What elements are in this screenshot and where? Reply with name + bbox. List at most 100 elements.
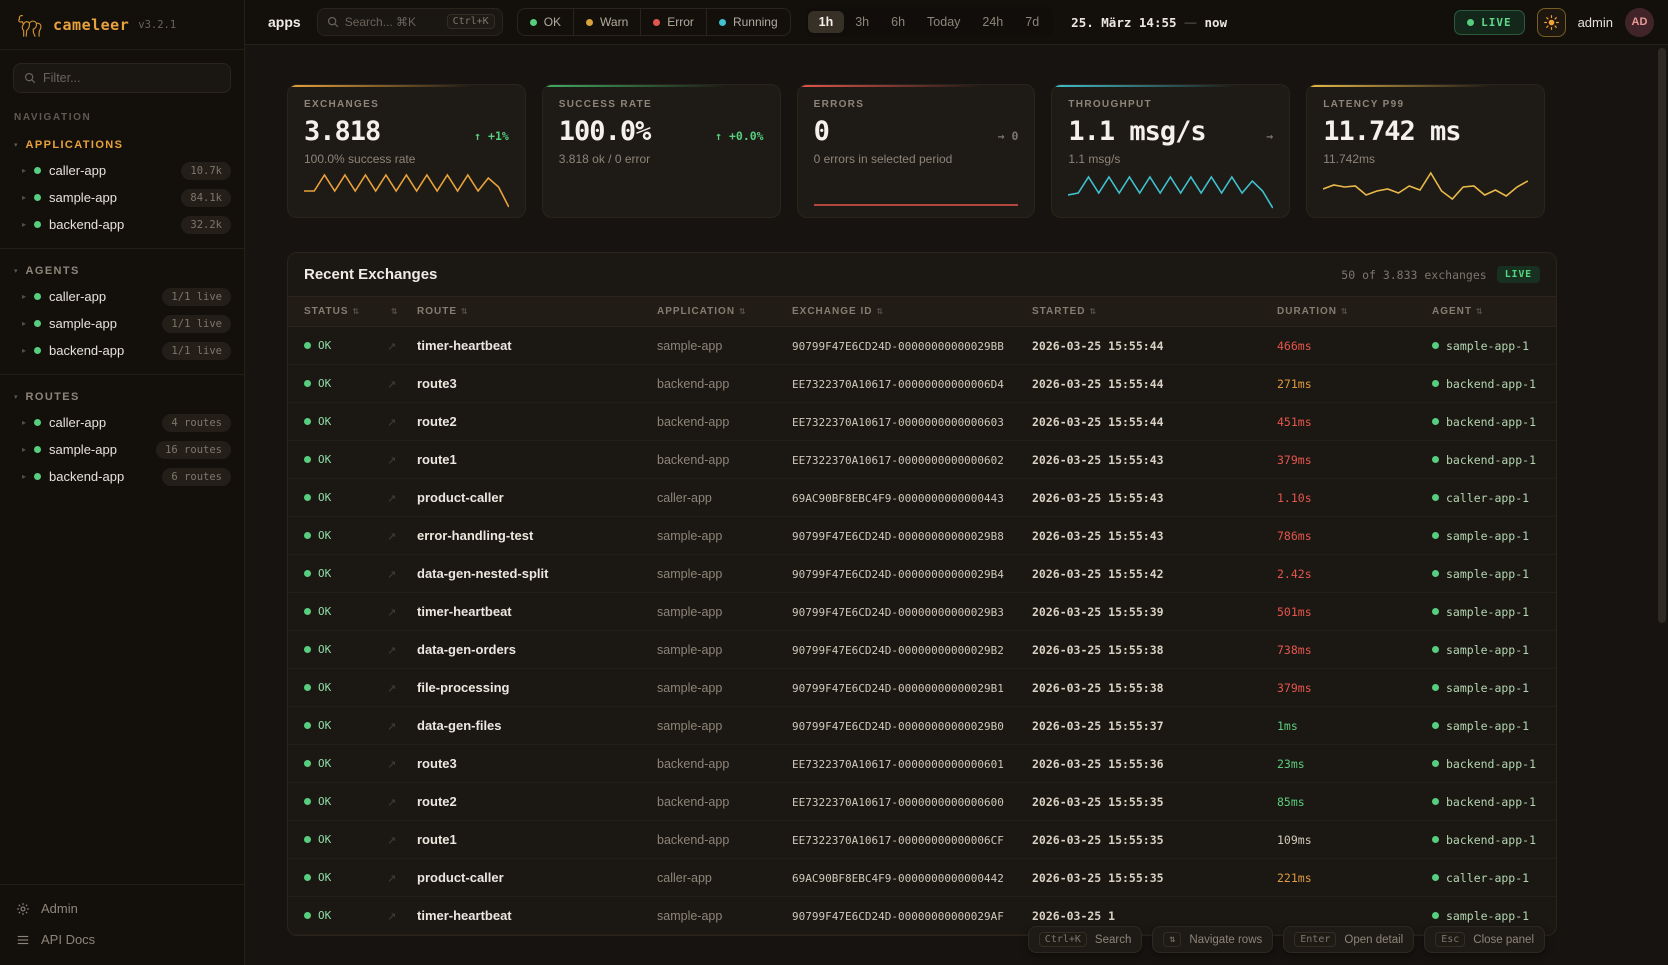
column-header-application[interactable]: APPLICATION ⇅ <box>653 296 788 327</box>
theme-toggle-button[interactable] <box>1536 7 1566 37</box>
sort-icon: ⇅ <box>352 307 361 316</box>
status-dot <box>34 347 42 354</box>
sidebar-item-caller-app[interactable]: ▸ caller-app 4 routes <box>0 409 244 436</box>
nav-section: ▾ APPLICATIONS ▸ caller-app 10.7k ▸ samp… <box>0 133 244 238</box>
status-dot <box>304 836 311 843</box>
hint-navigate-rows: ⇅ Navigate rows <box>1152 926 1274 953</box>
sidebar-item-sample-app[interactable]: ▸ sample-app 16 routes <box>0 436 244 463</box>
status-filter-warn[interactable]: Warn <box>573 9 640 35</box>
table-row[interactable]: OK ↗ product-caller caller-app 69AC90BF8… <box>288 858 1556 897</box>
status-dot <box>304 912 311 919</box>
sort-icon: ⇅ <box>1089 307 1098 316</box>
agent-status-dot <box>1432 798 1439 805</box>
status-filter-label: Error <box>667 15 694 29</box>
table-row[interactable]: OK ↗ route2 backend-app EE7322370A10617-… <box>288 402 1556 441</box>
open-arrow-icon: ↗ <box>387 416 397 429</box>
scrollbar[interactable] <box>1658 46 1666 965</box>
table-row[interactable]: OK ↗ timer-heartbeat sample-app 90799F47… <box>288 592 1556 631</box>
global-search[interactable]: Ctrl+K <box>316 8 503 36</box>
sidebar-item-backend-app[interactable]: ▸ backend-app 6 routes <box>0 463 244 490</box>
column-header-route[interactable]: ROUTE ⇅ <box>413 296 653 327</box>
table-row[interactable]: OK ↗ route1 backend-app EE7322370A10617-… <box>288 440 1556 479</box>
column-header-started[interactable]: STARTED ⇅ <box>1028 296 1273 327</box>
status-dot <box>304 494 311 501</box>
live-toggle[interactable]: LIVE <box>1454 9 1525 35</box>
open-arrow-icon: ↗ <box>387 454 397 467</box>
nav-section-header[interactable]: ▾ APPLICATIONS <box>0 133 244 157</box>
card-subtitle: 3.818 ok / 0 error <box>558 152 651 166</box>
time-range-today[interactable]: Today <box>927 15 961 29</box>
scrollbar-thumb[interactable] <box>1658 48 1666 623</box>
live-label: LIVE <box>1481 15 1512 29</box>
count-badge: 1/1 live <box>162 341 231 360</box>
chevron-right-icon: ▸ <box>22 345 27 355</box>
status-filter-group: OK Warn Error Running <box>516 8 791 36</box>
date-separator: — <box>1184 15 1197 29</box>
time-range-1h[interactable]: 1h <box>807 11 845 33</box>
column-header-status[interactable]: STATUS ⇅ <box>288 296 383 327</box>
table-row[interactable]: OK ↗ route1 backend-app EE7322370A10617-… <box>288 820 1556 859</box>
open-arrow-icon: ↗ <box>387 492 397 505</box>
agent-status-dot <box>1432 760 1439 767</box>
search-input[interactable] <box>344 15 444 29</box>
table-row[interactable]: OK ↗ route3 backend-app EE7322370A10617-… <box>288 364 1556 403</box>
count-badge: 6 routes <box>162 467 231 486</box>
api-docs-label: API Docs <box>41 932 96 947</box>
table-row[interactable]: OK ↗ error-handling-test sample-app 9079… <box>288 516 1556 555</box>
card-subtitle: 0 errors in selected period <box>813 152 953 166</box>
time-range-6h[interactable]: 6h <box>891 15 906 29</box>
time-window[interactable]: 25. März 14:55 — now <box>1071 15 1227 30</box>
table-row[interactable]: OK ↗ route3 backend-app EE7322370A10617-… <box>288 744 1556 783</box>
status-filter-label: Warn <box>600 15 629 29</box>
main-area: apps Ctrl+K OK Warn Error Running 1h 3h … <box>245 0 1668 965</box>
time-range-3h[interactable]: 3h <box>855 15 870 29</box>
live-dot <box>1467 18 1475 26</box>
chevron-right-icon: ▸ <box>22 219 27 229</box>
table-row[interactable]: OK ↗ timer-heartbeat sample-app 90799F47… <box>288 896 1556 935</box>
logo-row: cameleer v3.2.1 <box>0 0 244 50</box>
column-header-agent[interactable]: AGENT ⇅ <box>1428 296 1556 327</box>
table-row[interactable]: OK ↗ data-gen-files sample-app 90799F47E… <box>288 706 1556 745</box>
panel-title: Recent Exchanges <box>304 266 438 283</box>
table-row[interactable]: OK ↗ route2 backend-app EE7322370A10617-… <box>288 782 1556 821</box>
trend-indicator: → <box>1266 129 1274 143</box>
column-header-icon[interactable]: ⇅ <box>383 296 413 327</box>
filter-input[interactable] <box>43 71 220 85</box>
time-range-24h[interactable]: 24h <box>982 15 1004 29</box>
caret-down-icon: ▾ <box>14 141 18 149</box>
sidebar-item-sample-app[interactable]: ▸ sample-app 1/1 live <box>0 310 244 337</box>
sidebar-item-backend-app[interactable]: ▸ backend-app 32.2k <box>0 211 244 238</box>
nav-section-header[interactable]: ▾ ROUTES <box>0 385 244 409</box>
sidebar-item-caller-app[interactable]: ▸ caller-app 1/1 live <box>0 283 244 310</box>
sidebar-item-sample-app[interactable]: ▸ sample-app 84.1k <box>0 184 244 211</box>
status-filter-ok[interactable]: OK <box>518 9 573 35</box>
time-range-7d[interactable]: 7d <box>1025 15 1040 29</box>
status-dot <box>304 798 311 805</box>
sparkline-chart <box>1068 165 1273 209</box>
status-dot <box>304 722 311 729</box>
column-header-exchange-id[interactable]: EXCHANGE ID ⇅ <box>788 296 1028 327</box>
column-header-duration[interactable]: DURATION ⇅ <box>1273 296 1428 327</box>
hint-label: Navigate rows <box>1189 933 1263 946</box>
table-row[interactable]: OK ↗ data-gen-orders sample-app 90799F47… <box>288 630 1556 669</box>
sidebar-item-api-docs[interactable]: API Docs <box>0 924 244 955</box>
keyboard-hints-bar: Ctrl+K Search ⇅ Navigate rows Enter Open… <box>1027 926 1545 953</box>
sidebar-item-backend-app[interactable]: ▸ backend-app 1/1 live <box>0 337 244 364</box>
sidebar-item-admin[interactable]: Admin <box>0 893 244 924</box>
status-filter-error[interactable]: Error <box>640 9 706 35</box>
table-row[interactable]: OK ↗ product-caller caller-app 69AC90BF8… <box>288 478 1556 517</box>
sun-icon <box>1543 14 1559 30</box>
sidebar-item-caller-app[interactable]: ▸ caller-app 10.7k <box>0 157 244 184</box>
table-row[interactable]: OK ↗ timer-heartbeat sample-app 90799F47… <box>288 326 1556 365</box>
sidebar-filter[interactable] <box>13 63 231 93</box>
card-value: 1.1 msg/s <box>1068 116 1206 147</box>
nav-section-header[interactable]: ▾ AGENTS <box>0 259 244 283</box>
table-row[interactable]: OK ↗ file-processing sample-app 90799F47… <box>288 668 1556 707</box>
status-filter-running[interactable]: Running <box>705 9 790 35</box>
sort-icon: ⇅ <box>391 307 399 316</box>
status-dot <box>304 380 311 387</box>
live-badge: LIVE <box>1496 266 1540 283</box>
avatar[interactable]: AD <box>1625 7 1654 37</box>
table-row[interactable]: OK ↗ data-gen-nested-split sample-app 90… <box>288 554 1556 593</box>
count-badge: 1/1 live <box>162 314 231 333</box>
